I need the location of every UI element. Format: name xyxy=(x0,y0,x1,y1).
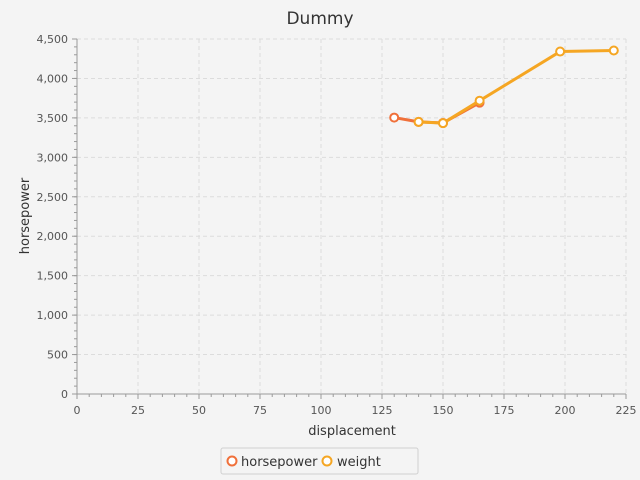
x-tick-label: 100 xyxy=(311,404,332,417)
legend-box xyxy=(220,447,419,475)
legend: horsepower weight xyxy=(220,447,419,475)
data-point-weight xyxy=(474,95,485,106)
x-tick-label: 175 xyxy=(494,404,515,417)
y-tick-label: 3,500 xyxy=(37,112,69,125)
legend-marker-horsepower xyxy=(226,455,238,467)
series xyxy=(389,45,619,129)
y-tick-label: 4,500 xyxy=(37,33,69,46)
axes: 0 25 50 75 100 125 150 175 200 225 0 500 1,000 1,500 2… xyxy=(37,33,637,417)
x-axis-title: displacement xyxy=(308,424,396,439)
y-tick-label: 1,000 xyxy=(37,309,69,322)
data-point-weight xyxy=(438,118,448,129)
x-tick-label: 150 xyxy=(433,404,454,417)
data-point-weight xyxy=(555,46,566,57)
x-tick-label: 0 xyxy=(74,404,81,417)
series-line-weight xyxy=(417,49,616,125)
grid xyxy=(77,38,627,394)
x-tick-label: 75 xyxy=(253,404,267,417)
x-tick-label: 25 xyxy=(131,404,145,417)
data-point-weight xyxy=(608,45,619,56)
y-tick-label: 2,000 xyxy=(37,230,69,243)
y-axis-title: horsepower xyxy=(18,177,33,254)
series-weight xyxy=(413,45,619,129)
chart-title: Dummy xyxy=(286,9,353,29)
x-tick-label: 125 xyxy=(372,404,393,417)
x-tick-label: 50 xyxy=(192,404,206,417)
y-tick-label: 1,500 xyxy=(37,270,69,283)
series-line-horsepower xyxy=(392,101,482,125)
y-tick-label: 3,000 xyxy=(37,151,69,164)
x-tick-label: 225 xyxy=(616,404,637,417)
x-tick-label: 200 xyxy=(555,404,576,417)
legend-label-horsepower: horsepower xyxy=(241,455,318,470)
y-tick-label: 2,500 xyxy=(37,191,69,204)
y-tick-label: 4,000 xyxy=(37,72,69,85)
legend-label-weight: weight xyxy=(337,455,381,470)
y-tick-label: 500 xyxy=(47,349,68,362)
data-point-horsepower xyxy=(389,112,400,123)
legend-marker-weight xyxy=(321,455,333,467)
y-tick-label: 0 xyxy=(61,388,68,401)
data-point-weight xyxy=(413,116,424,127)
